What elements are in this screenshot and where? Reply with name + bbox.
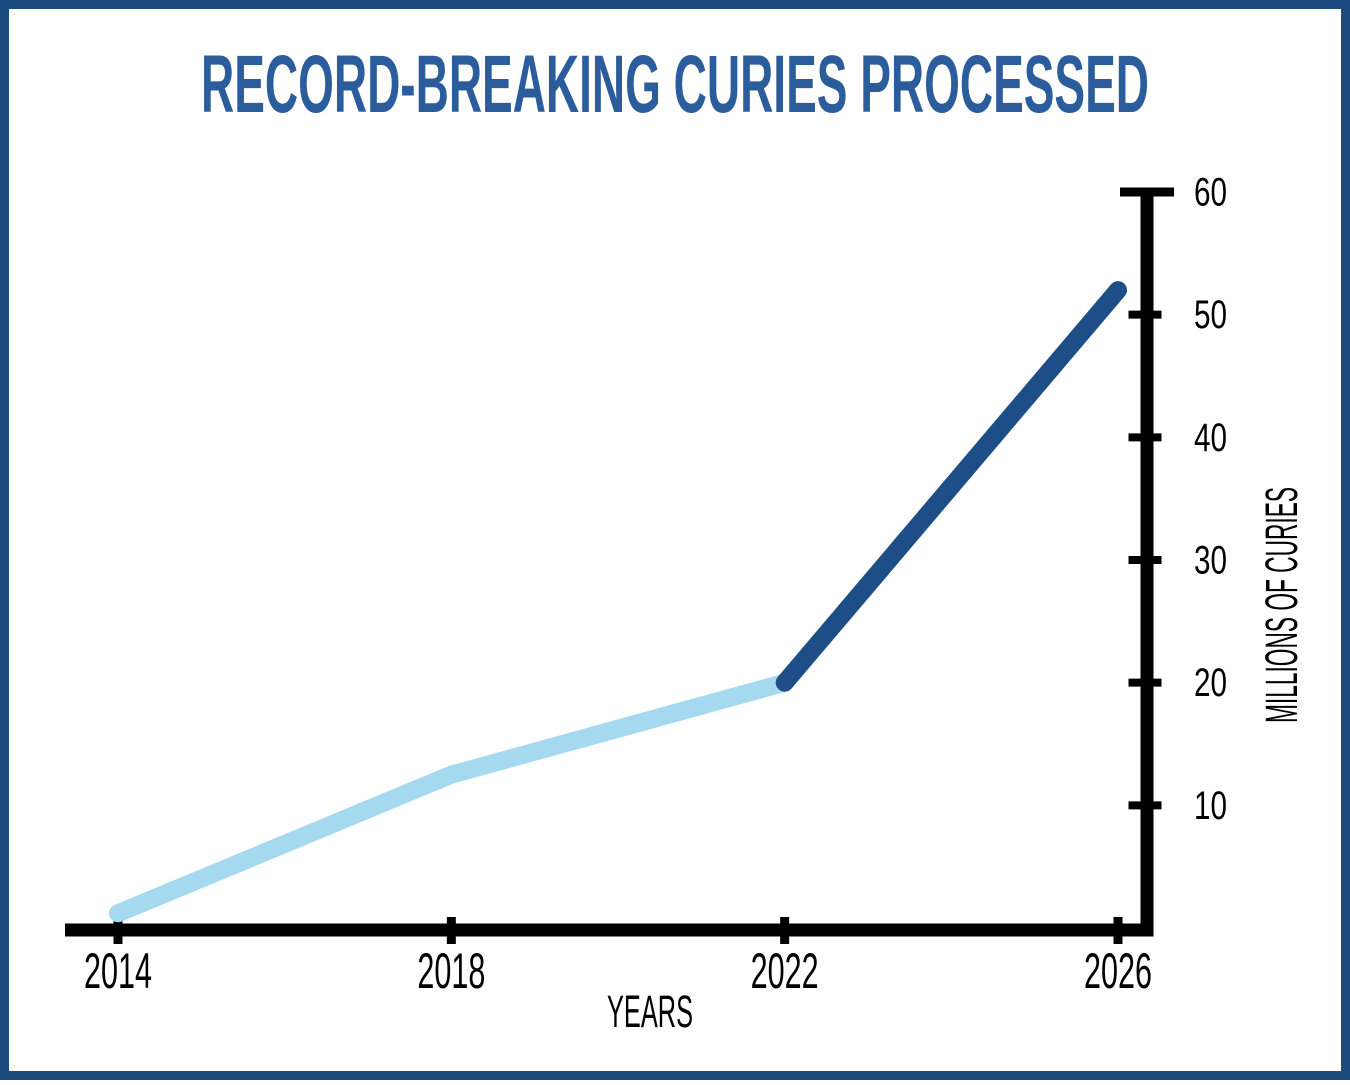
y-tick-labels: 10 20 30 40 50 60 <box>1194 170 1227 827</box>
axes <box>65 187 1174 944</box>
y-tick-label: 10 <box>1194 784 1227 828</box>
y-tick-label: 30 <box>1194 538 1227 582</box>
x-axis-label: YEARS <box>607 986 693 1037</box>
x-tick-labels: 2014 2018 2022 2026 <box>84 943 1152 999</box>
x-tick-label: 2022 <box>751 943 819 999</box>
series-lines <box>109 281 1127 923</box>
series-line-curies-processed-historical <box>109 673 794 923</box>
y-tick-label: 60 <box>1194 170 1227 214</box>
x-tick-label: 2026 <box>1084 943 1152 999</box>
chart-title: RECORD-BREAKING CURIES PROCESSED <box>201 39 1149 130</box>
y-tick-label: 20 <box>1194 661 1227 705</box>
series-line-curies-processed-projected <box>775 281 1127 692</box>
x-tick-label: 2014 <box>84 943 152 999</box>
x-tick-label: 2018 <box>417 943 485 999</box>
y-axis-label: MILLIONS OF CURIES <box>1256 487 1307 723</box>
y-tick-label: 50 <box>1194 293 1227 337</box>
y-tick-label: 40 <box>1194 416 1227 460</box>
